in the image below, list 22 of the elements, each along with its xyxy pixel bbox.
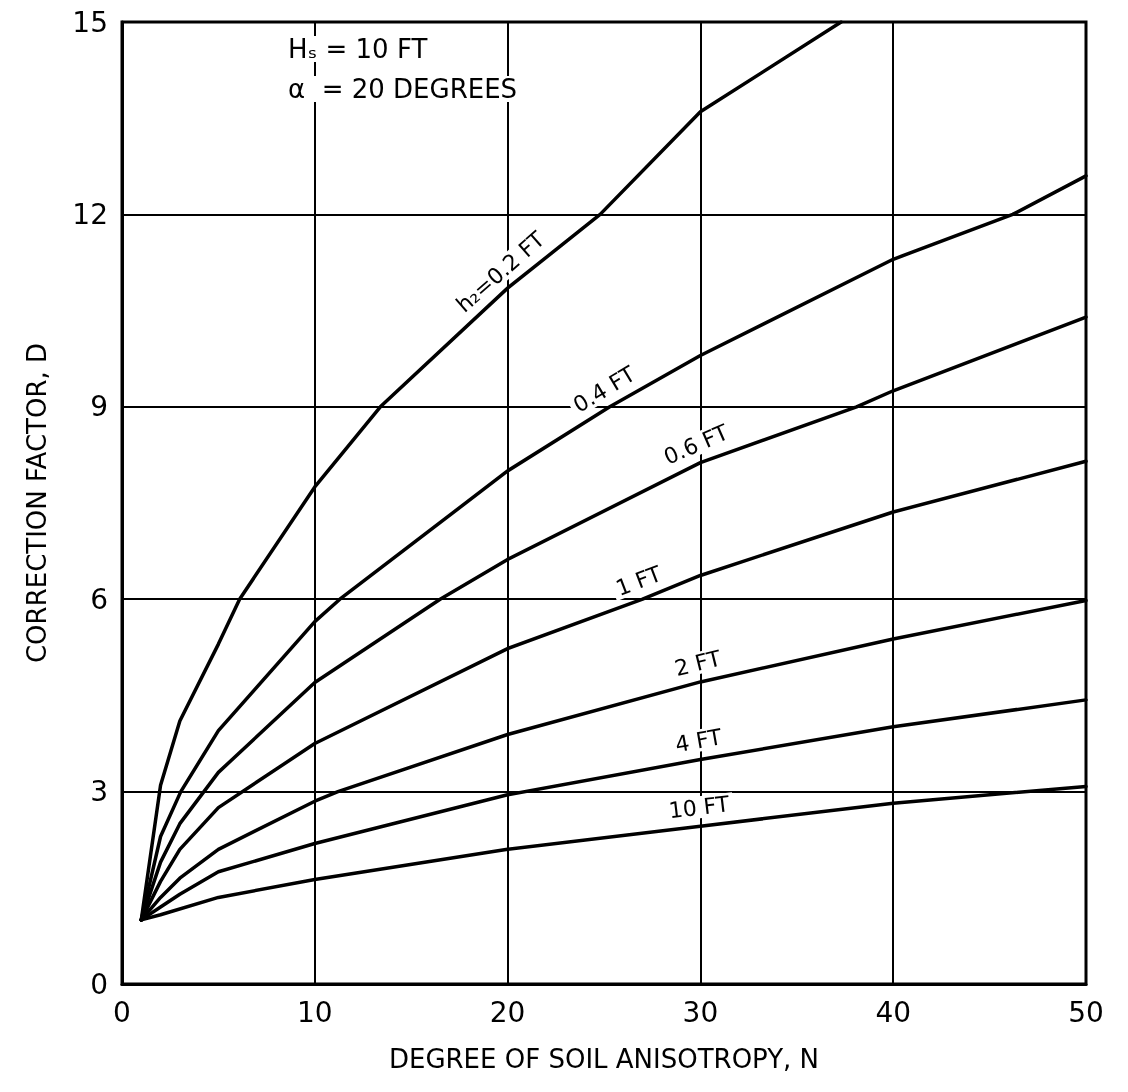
text: 2 FT [672,645,724,682]
y-axis-title: CORRECTION FACTOR, D [22,342,52,664]
text: 1 FT [612,560,666,601]
y-tick-label: 12 [72,197,108,231]
text: 10 FT [667,791,732,824]
x-tick-label: 20 [489,995,526,1029]
y-tick-label: 0 [90,967,108,1001]
y-tick-label: 3 [90,775,108,809]
text: 0.6 FT [659,419,733,470]
y-tick-label: 15 [72,5,108,39]
y-tick-label: 6 [90,582,108,616]
annotation: Hₛ = 10 FT [288,34,428,64]
text: 4 FT [673,724,725,758]
annotation: α = 20 DEGREES [288,74,518,104]
x-tick-label: 50 [1068,995,1104,1029]
x-tick-label: 30 [682,995,719,1029]
x-tick-label: 40 [875,995,912,1029]
x-axis-title: DEGREE OF SOIL ANISOTROPY, N [388,1044,820,1074]
x-tick-label: 10 [296,995,333,1029]
x-tick-label: 0 [113,995,131,1029]
text: 0.4 FT [568,360,641,418]
y-tick-label: 9 [90,390,108,424]
